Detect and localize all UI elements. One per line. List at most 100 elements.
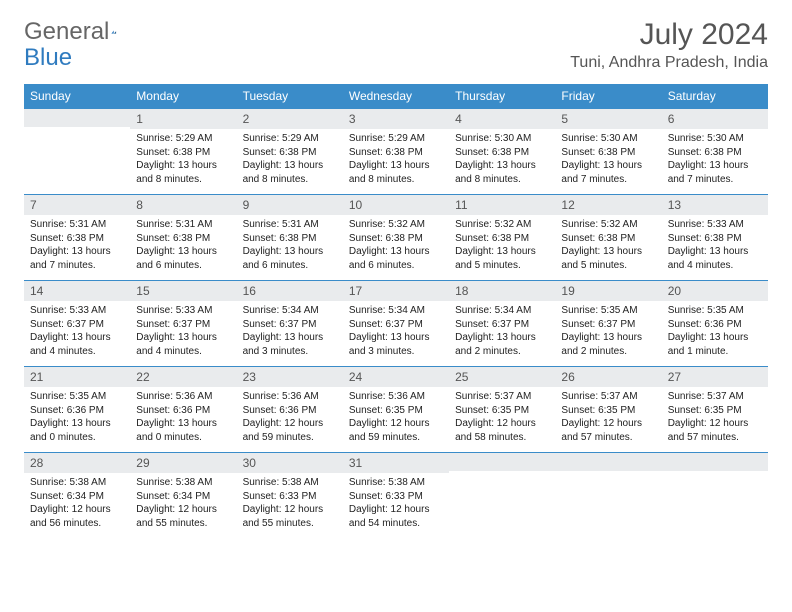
day-body: Sunrise: 5:34 AMSunset: 6:37 PMDaylight:… <box>449 301 555 361</box>
calendar-row: 1Sunrise: 5:29 AMSunset: 6:38 PMDaylight… <box>24 109 768 195</box>
weekday-header: Wednesday <box>343 84 449 109</box>
day-body: Sunrise: 5:35 AMSunset: 6:36 PMDaylight:… <box>662 301 768 361</box>
calendar-cell: 10Sunrise: 5:32 AMSunset: 6:38 PMDayligh… <box>343 195 449 281</box>
sunset-line: Sunset: 6:37 PM <box>561 318 655 332</box>
sunset-line: Sunset: 6:37 PM <box>243 318 337 332</box>
calendar-cell: 18Sunrise: 5:34 AMSunset: 6:37 PMDayligh… <box>449 281 555 367</box>
sunset-line: Sunset: 6:38 PM <box>455 232 549 246</box>
sunrise-line: Sunrise: 5:29 AM <box>243 132 337 146</box>
day-body: Sunrise: 5:38 AMSunset: 6:34 PMDaylight:… <box>130 473 236 533</box>
day-body: Sunrise: 5:32 AMSunset: 6:38 PMDaylight:… <box>343 215 449 275</box>
daylight-line: Daylight: 12 hours and 58 minutes. <box>455 417 549 444</box>
sunrise-line: Sunrise: 5:33 AM <box>668 218 762 232</box>
day-body <box>449 471 555 477</box>
calendar-cell: 12Sunrise: 5:32 AMSunset: 6:38 PMDayligh… <box>555 195 661 281</box>
calendar-cell: 4Sunrise: 5:30 AMSunset: 6:38 PMDaylight… <box>449 109 555 195</box>
sunrise-line: Sunrise: 5:36 AM <box>243 390 337 404</box>
sunset-line: Sunset: 6:37 PM <box>30 318 124 332</box>
daylight-line: Daylight: 13 hours and 2 minutes. <box>455 331 549 358</box>
day-body: Sunrise: 5:34 AMSunset: 6:37 PMDaylight:… <box>237 301 343 361</box>
daylight-line: Daylight: 13 hours and 7 minutes. <box>561 159 655 186</box>
day-number: 15 <box>130 281 236 301</box>
calendar-cell: 13Sunrise: 5:33 AMSunset: 6:38 PMDayligh… <box>662 195 768 281</box>
sunset-line: Sunset: 6:38 PM <box>136 232 230 246</box>
weekday-header: Thursday <box>449 84 555 109</box>
sunrise-line: Sunrise: 5:29 AM <box>136 132 230 146</box>
sunset-line: Sunset: 6:34 PM <box>30 490 124 504</box>
day-body: Sunrise: 5:35 AMSunset: 6:36 PMDaylight:… <box>24 387 130 447</box>
sunrise-line: Sunrise: 5:37 AM <box>668 390 762 404</box>
daylight-line: Daylight: 13 hours and 7 minutes. <box>668 159 762 186</box>
day-body: Sunrise: 5:31 AMSunset: 6:38 PMDaylight:… <box>24 215 130 275</box>
day-body: Sunrise: 5:36 AMSunset: 6:35 PMDaylight:… <box>343 387 449 447</box>
daylight-line: Daylight: 13 hours and 4 minutes. <box>668 245 762 272</box>
sunset-line: Sunset: 6:36 PM <box>30 404 124 418</box>
day-body: Sunrise: 5:35 AMSunset: 6:37 PMDaylight:… <box>555 301 661 361</box>
day-body <box>555 471 661 477</box>
sunset-line: Sunset: 6:38 PM <box>668 232 762 246</box>
sunrise-line: Sunrise: 5:30 AM <box>668 132 762 146</box>
sunset-line: Sunset: 6:36 PM <box>668 318 762 332</box>
sunset-line: Sunset: 6:34 PM <box>136 490 230 504</box>
title-block: July 2024 Tuni, Andhra Pradesh, India <box>570 18 768 72</box>
calendar-row: 14Sunrise: 5:33 AMSunset: 6:37 PMDayligh… <box>24 281 768 367</box>
header: General July 2024 Tuni, Andhra Pradesh, … <box>24 18 768 72</box>
calendar-cell: 31Sunrise: 5:38 AMSunset: 6:33 PMDayligh… <box>343 453 449 539</box>
day-number: 12 <box>555 195 661 215</box>
sunset-line: Sunset: 6:33 PM <box>349 490 443 504</box>
calendar-cell: 2Sunrise: 5:29 AMSunset: 6:38 PMDaylight… <box>237 109 343 195</box>
day-body: Sunrise: 5:30 AMSunset: 6:38 PMDaylight:… <box>449 129 555 189</box>
logo-text-1: General <box>24 18 109 46</box>
sunrise-line: Sunrise: 5:32 AM <box>455 218 549 232</box>
sunset-line: Sunset: 6:38 PM <box>349 146 443 160</box>
daylight-line: Daylight: 13 hours and 8 minutes. <box>455 159 549 186</box>
sunset-line: Sunset: 6:35 PM <box>455 404 549 418</box>
weekday-header: Saturday <box>662 84 768 109</box>
calendar-cell: 14Sunrise: 5:33 AMSunset: 6:37 PMDayligh… <box>24 281 130 367</box>
calendar-cell: 30Sunrise: 5:38 AMSunset: 6:33 PMDayligh… <box>237 453 343 539</box>
day-body: Sunrise: 5:31 AMSunset: 6:38 PMDaylight:… <box>130 215 236 275</box>
day-number: 4 <box>449 109 555 129</box>
sunset-line: Sunset: 6:33 PM <box>243 490 337 504</box>
daylight-line: Daylight: 12 hours and 57 minutes. <box>561 417 655 444</box>
day-number: 22 <box>130 367 236 387</box>
day-body: Sunrise: 5:38 AMSunset: 6:33 PMDaylight:… <box>343 473 449 533</box>
day-number: 30 <box>237 453 343 473</box>
day-number: 27 <box>662 367 768 387</box>
daylight-line: Daylight: 13 hours and 6 minutes. <box>243 245 337 272</box>
day-number <box>24 109 130 127</box>
day-body: Sunrise: 5:37 AMSunset: 6:35 PMDaylight:… <box>662 387 768 447</box>
daylight-line: Daylight: 13 hours and 7 minutes. <box>30 245 124 272</box>
sunrise-line: Sunrise: 5:32 AM <box>561 218 655 232</box>
daylight-line: Daylight: 12 hours and 55 minutes. <box>136 503 230 530</box>
daylight-line: Daylight: 13 hours and 5 minutes. <box>455 245 549 272</box>
sunrise-line: Sunrise: 5:31 AM <box>136 218 230 232</box>
day-number: 21 <box>24 367 130 387</box>
daylight-line: Daylight: 12 hours and 55 minutes. <box>243 503 337 530</box>
day-number: 29 <box>130 453 236 473</box>
day-number: 9 <box>237 195 343 215</box>
daylight-line: Daylight: 12 hours and 59 minutes. <box>243 417 337 444</box>
calendar-cell: 1Sunrise: 5:29 AMSunset: 6:38 PMDaylight… <box>130 109 236 195</box>
day-body: Sunrise: 5:37 AMSunset: 6:35 PMDaylight:… <box>449 387 555 447</box>
daylight-line: Daylight: 13 hours and 3 minutes. <box>349 331 443 358</box>
day-body: Sunrise: 5:38 AMSunset: 6:33 PMDaylight:… <box>237 473 343 533</box>
day-number: 16 <box>237 281 343 301</box>
calendar-cell: 9Sunrise: 5:31 AMSunset: 6:38 PMDaylight… <box>237 195 343 281</box>
day-number: 10 <box>343 195 449 215</box>
sunset-line: Sunset: 6:38 PM <box>455 146 549 160</box>
calendar-cell: 23Sunrise: 5:36 AMSunset: 6:36 PMDayligh… <box>237 367 343 453</box>
sunset-line: Sunset: 6:38 PM <box>349 232 443 246</box>
calendar-cell: 16Sunrise: 5:34 AMSunset: 6:37 PMDayligh… <box>237 281 343 367</box>
day-body: Sunrise: 5:38 AMSunset: 6:34 PMDaylight:… <box>24 473 130 533</box>
sunrise-line: Sunrise: 5:31 AM <box>30 218 124 232</box>
calendar-table: Sunday Monday Tuesday Wednesday Thursday… <box>24 84 768 539</box>
day-number: 23 <box>237 367 343 387</box>
weekday-header: Monday <box>130 84 236 109</box>
calendar-cell: 24Sunrise: 5:36 AMSunset: 6:35 PMDayligh… <box>343 367 449 453</box>
logo: General <box>24 18 139 46</box>
sunset-line: Sunset: 6:37 PM <box>455 318 549 332</box>
calendar-cell: 29Sunrise: 5:38 AMSunset: 6:34 PMDayligh… <box>130 453 236 539</box>
calendar-cell: 11Sunrise: 5:32 AMSunset: 6:38 PMDayligh… <box>449 195 555 281</box>
daylight-line: Daylight: 13 hours and 1 minute. <box>668 331 762 358</box>
